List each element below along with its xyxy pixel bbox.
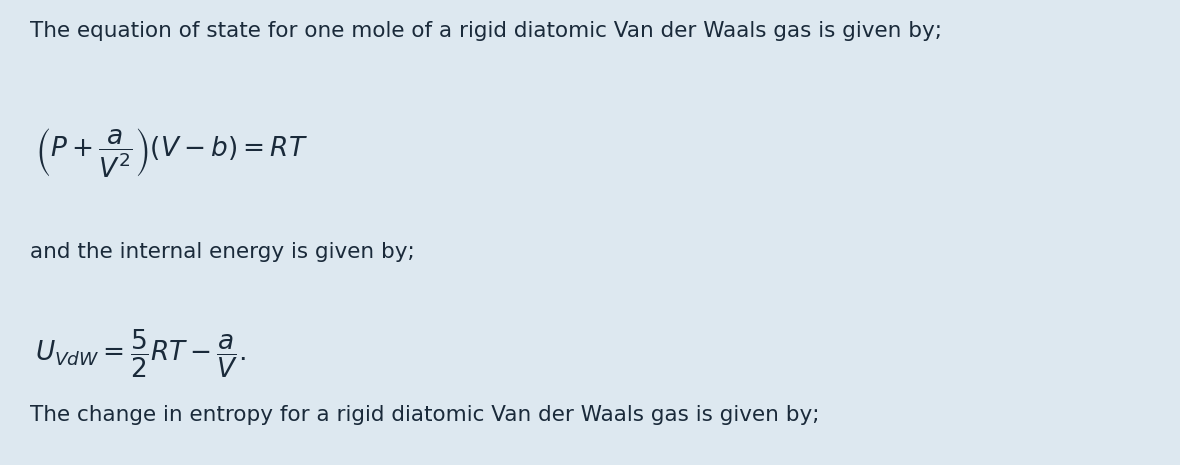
Text: and the internal energy is given by;: and the internal energy is given by; xyxy=(30,242,414,262)
Text: The change in entropy for a rigid diatomic Van der Waals gas is given by;: The change in entropy for a rigid diatom… xyxy=(30,405,819,425)
Text: The equation of state for one mole of a rigid diatomic Van der Waals gas is give: The equation of state for one mole of a … xyxy=(30,21,942,41)
Text: $U_{VdW} = \dfrac{5}{2}RT - \dfrac{a}{V}.$: $U_{VdW} = \dfrac{5}{2}RT - \dfrac{a}{V}… xyxy=(35,328,247,380)
Text: $\left(P + \dfrac{a}{V^2}\right)(V - b) = RT$: $\left(P + \dfrac{a}{V^2}\right)(V - b) … xyxy=(35,126,308,179)
